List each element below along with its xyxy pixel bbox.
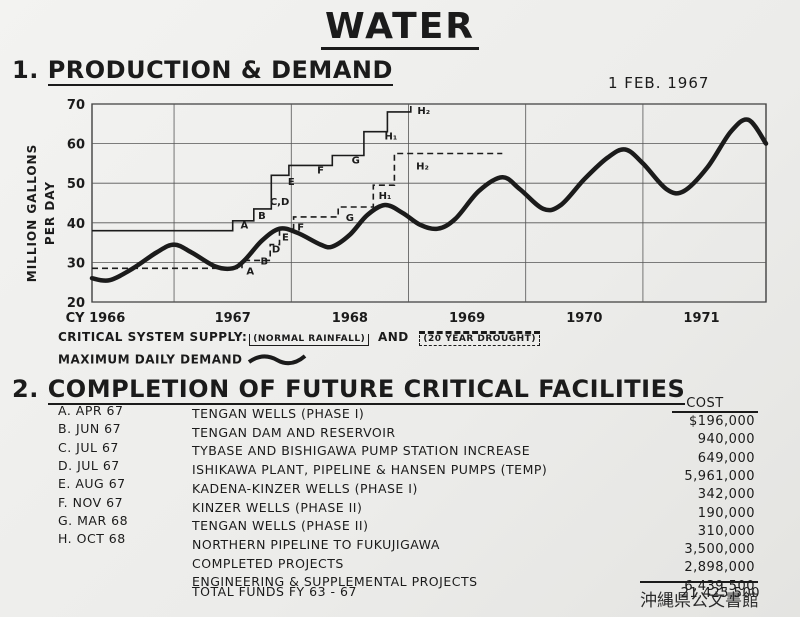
facility-marker-label: B <box>260 256 268 267</box>
facility-cost: 3,500,000 <box>684 542 755 558</box>
x-tick-label: 1971 <box>683 311 719 326</box>
normal-rainfall-supply-line <box>92 106 412 232</box>
legend-supply: CRITICAL SYSTEM SUPPLY: (NORMAL RAINFALL)… <box>58 330 540 346</box>
facility-date: H. OCT 68 <box>58 531 126 547</box>
facility-marker-label: C,D <box>270 197 289 208</box>
facility-marker-label: G <box>352 155 360 166</box>
page-title: WATER <box>0 6 800 50</box>
facility-description: TENGAN WELLS (PHASE I) <box>192 406 365 421</box>
cost-header-rule <box>672 411 758 413</box>
legend-normal-rainfall: (NORMAL RAINFALL) <box>249 334 370 346</box>
legend-demand-label: MAXIMUM DAILY DEMAND <box>58 352 243 367</box>
facility-cost: 310,000 <box>697 523 755 539</box>
x-tick-label: 1967 <box>215 311 251 326</box>
y-tick-label: 70 <box>67 98 85 113</box>
y-tick-label: 50 <box>67 177 85 192</box>
facility-marker-label: A <box>241 221 249 232</box>
facility-description: NORTHERN PIPELINE TO FUKUJIGAWA <box>192 536 440 552</box>
y-tick-label: 40 <box>67 217 85 232</box>
section1-title: PRODUCTION & DEMAND <box>47 56 393 86</box>
facility-date: C. JUL 67 <box>58 439 119 455</box>
facility-cost: 2,898,000 <box>684 560 755 576</box>
facility-marker-label: G <box>346 213 354 224</box>
facility-description: KADENA-KINZER WELLS (PHASE I) <box>192 480 418 496</box>
facility-description: TENGAN WELLS (PHASE II) <box>192 518 369 534</box>
facility-cost: 940,000 <box>697 432 755 448</box>
drought-supply-line <box>92 152 503 270</box>
facility-cost: 342,000 <box>697 487 755 503</box>
facility-marker-label: E <box>282 233 289 244</box>
legend-demand-swatch <box>248 354 307 366</box>
total-label: TOTAL FUNDS FY 63 - 67 <box>192 584 357 599</box>
facility-marker-label: H₂ <box>417 106 430 117</box>
plot-frame <box>91 103 767 303</box>
facility-marker-label: E <box>288 177 295 188</box>
x-tick-label: 1970 <box>566 311 602 326</box>
section2-title: COMPLETION OF FUTURE CRITICAL FACILITIES <box>47 375 686 405</box>
facility-date: F. NOV 67 <box>58 494 124 510</box>
facility-marker-label: A <box>246 266 254 277</box>
legend-drought: (20 YEAR DROUGHT) <box>419 331 540 346</box>
facility-marker-label: F <box>317 165 324 176</box>
facility-marker-label: H₁ <box>385 132 398 143</box>
cost-header: COST <box>686 396 724 411</box>
total-value: 21,425,500 <box>680 586 760 601</box>
facility-marker-label: D <box>272 245 280 256</box>
x-tick-label: CY 1966 <box>66 311 126 326</box>
legend-and: AND <box>377 330 409 344</box>
x-tick-label: 1969 <box>449 311 485 326</box>
section1-number: 1. <box>12 56 39 84</box>
y-tick-label: 30 <box>67 256 85 271</box>
facility-date: B. JUN 67 <box>58 421 122 437</box>
x-tick-label: 1968 <box>332 311 368 326</box>
legend-demand: MAXIMUM DAILY DEMAND <box>58 350 307 370</box>
facility-marker-label: B <box>258 211 266 222</box>
y-tick-label: 20 <box>67 296 85 311</box>
facility-description: ENGINEERING & SUPPLEMENTAL PROJECTS <box>192 574 478 590</box>
legend-supply-label: CRITICAL SYSTEM SUPPLY: <box>58 330 248 344</box>
total-rule <box>640 581 758 583</box>
facility-marker-label: H₂ <box>416 161 429 172</box>
facility-cost: $196,000 <box>688 414 755 429</box>
facility-date: A. APR 67 <box>58 403 124 418</box>
facility-description: KINZER WELLS (PHASE II) <box>192 499 363 515</box>
facility-cost: 649,000 <box>697 450 755 466</box>
facility-description: COMPLETED PROJECTS <box>192 555 344 571</box>
facility-description: ISHIKAWA PLANT, PIPELINE & HANSEN PUMPS … <box>192 462 548 478</box>
facility-date: G. MAR 68 <box>58 512 129 528</box>
facility-date: E. AUG 67 <box>58 476 126 492</box>
section1-heading: 1. PRODUCTION & DEMAND <box>12 56 393 86</box>
facility-cost: 5,961,000 <box>684 468 755 484</box>
facility-cost: 190,000 <box>697 505 755 521</box>
y-tick-label: 60 <box>67 138 85 153</box>
facility-date: D. JUL 67 <box>58 457 120 473</box>
archive-stamp: 沖縄県公文書館 <box>640 591 759 611</box>
facility-description: TENGAN DAM AND RESERVOIR <box>192 424 396 440</box>
max-daily-demand-line <box>89 117 769 283</box>
section2-number: 2. <box>12 375 39 403</box>
facility-marker-label: F <box>297 223 304 234</box>
facility-description: TYBASE AND BISHIGAWA PUMP STATION INCREA… <box>192 443 531 459</box>
facility-marker-label: H₁ <box>379 191 392 202</box>
y-axis-label: MILLION GALLONS PER DAY <box>25 144 57 282</box>
section2-heading: 2. COMPLETION OF FUTURE CRITICAL FACILIT… <box>12 375 686 405</box>
chart-date: 1 FEB. 1967 <box>608 74 710 92</box>
